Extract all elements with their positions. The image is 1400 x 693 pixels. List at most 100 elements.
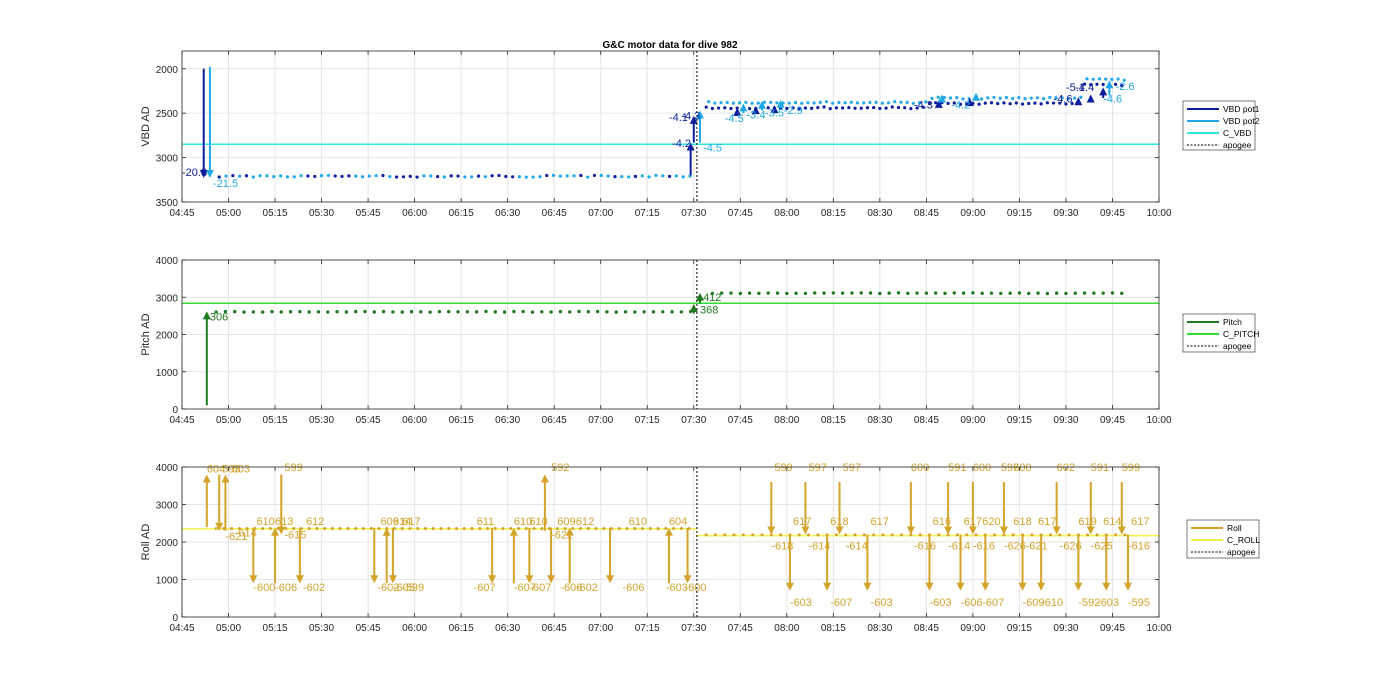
vbd-sample-dot: [483, 175, 487, 179]
roll-sample-dot: [900, 533, 904, 537]
roll-value-label: 618: [1013, 516, 1031, 528]
vbd-sample-dot: [797, 107, 801, 111]
roll-sample-dot: [532, 527, 536, 530]
vbd-ytick-label: 3000: [156, 154, 179, 165]
vbd-sample-dot: [1113, 82, 1118, 86]
pitch-sample-dot: [850, 291, 854, 295]
pitch-sample-dot: [521, 309, 525, 314]
roll-sample-dot: [955, 533, 959, 537]
vbd-sample-dot: [354, 174, 358, 178]
pitch-sample-dot: [1045, 291, 1050, 296]
pitch-sample-dot: [642, 310, 646, 314]
roll-sample-dot: [346, 527, 350, 530]
vbd-sample-dot: [674, 174, 678, 178]
vbd-sample-dot: [785, 106, 789, 111]
pitch-sample-dot: [729, 291, 733, 295]
vbd-sample-dot: [924, 100, 928, 104]
vbd-sample-dot: [470, 175, 474, 179]
roll-sample-dot: [1048, 533, 1052, 537]
roll-sample-dot: [408, 527, 412, 530]
vbd-sample-dot: [1011, 96, 1015, 101]
vbd-sample-dot: [810, 106, 814, 110]
roll-sample-dot: [214, 527, 218, 530]
vbd-arrow-head: [751, 106, 760, 115]
vbd-sample-dot: [837, 100, 841, 105]
pitch-sample-dot: [1110, 291, 1115, 295]
vbd-sample-dot: [1110, 77, 1114, 81]
pitch-sample-dot: [1027, 291, 1031, 296]
roll-value-label: -626: [1060, 541, 1082, 553]
roll-sample-dot: [307, 527, 311, 530]
roll-xtick-label: 07:30: [681, 623, 706, 634]
roll-arrow-head: [1037, 582, 1046, 591]
vbd-sample-dot: [449, 174, 453, 178]
vbd-sample-dot: [456, 174, 460, 178]
pitch-sample-dot: [961, 291, 966, 295]
vbd-sample-dot: [989, 101, 994, 105]
vbd-arrow-head: [965, 98, 974, 107]
pitch-sample-dot: [999, 291, 1003, 296]
pitch-xtick-label: 08:30: [867, 415, 892, 426]
roll-arrow-head: [863, 582, 872, 591]
roll-value-label: -606: [622, 582, 644, 594]
vbd-sample-dot: [1029, 96, 1033, 100]
roll-value-label: 597: [843, 462, 861, 474]
vbd-sample-dot: [511, 175, 515, 179]
vbd-sample-dot: [408, 174, 412, 179]
vbd-arrow-head: [776, 99, 785, 108]
pitch-sample-dot: [943, 291, 947, 296]
vbd-arrow-head: [770, 105, 779, 114]
vbd-xtick-label: 07:45: [728, 208, 753, 219]
vbd-sample-dot: [640, 174, 644, 178]
roll-sample-dot: [369, 527, 373, 530]
roll-value-label: 600: [1013, 462, 1031, 474]
vbd-sample-dot: [1048, 95, 1052, 100]
vbd-sample-dot: [319, 174, 324, 178]
vbd-sample-dot: [627, 175, 631, 179]
roll-sample-dot: [447, 527, 451, 530]
vbd-sample-dot: [961, 97, 965, 101]
roll-value-label: 599: [1122, 462, 1140, 474]
pitch-sample-dot: [989, 291, 994, 295]
pitch-ylabel: Pitch AD: [140, 313, 152, 355]
roll-xtick-label: 09:30: [1053, 623, 1078, 634]
pitch-legend-label: apogee: [1223, 341, 1252, 351]
pitch-xtick-label: 05:30: [309, 415, 334, 426]
roll-arrow-head: [565, 527, 574, 536]
vbd-sample-dot: [272, 175, 276, 179]
vbd-sample-dot: [903, 106, 907, 110]
roll-ylabel: Roll AD: [140, 524, 152, 561]
roll-arrow-head: [956, 582, 965, 591]
vbd-value-label: -2.9: [784, 105, 803, 117]
vbd-value-label: -4.2: [672, 138, 691, 150]
vbd-axes-box: [181, 50, 1160, 203]
roll-sample-dot: [672, 527, 676, 530]
pitch-xtick-label: 06:15: [449, 415, 474, 426]
pitch-xtick-label: 05:45: [356, 415, 381, 426]
pitch-sample-dot: [437, 309, 442, 314]
pitch-sample-dot: [1101, 291, 1105, 295]
vbd-sample-dot: [435, 174, 440, 179]
vbd-xtick-label: 08:30: [867, 208, 892, 219]
vbd-sample-dot: [1039, 102, 1043, 106]
roll-sample-dot: [524, 527, 528, 530]
roll-panel: 04:45 05:00 05:15 05:30 05:45 06:00 06:15 06:30…: [140, 462, 1172, 634]
roll-sample-dot: [230, 527, 234, 530]
vbd-value-label: -5.1: [1066, 82, 1085, 94]
roll-arrow-head: [488, 575, 497, 584]
vbd-sample-dot: [769, 100, 773, 105]
roll-xtick-label: 09:15: [1007, 623, 1032, 634]
vbd-sample-dot: [1089, 83, 1093, 87]
vbd-sample-dot: [725, 100, 729, 105]
vbd-arrow-head: [1099, 87, 1108, 96]
roll-legend-label: C_ROLL: [1227, 535, 1260, 545]
roll-value-label: -616: [1128, 541, 1150, 553]
pitch-ytick-label: 2000: [156, 331, 179, 342]
pitch-sample-dot: [623, 310, 628, 314]
vbd-sample-dot: [822, 105, 826, 109]
vbd-sample-dot: [558, 174, 562, 178]
roll-xtick-label: 06:00: [402, 623, 427, 634]
roll-sample-dot: [493, 527, 497, 530]
vbd-ylabel: VBD AD: [140, 106, 152, 146]
